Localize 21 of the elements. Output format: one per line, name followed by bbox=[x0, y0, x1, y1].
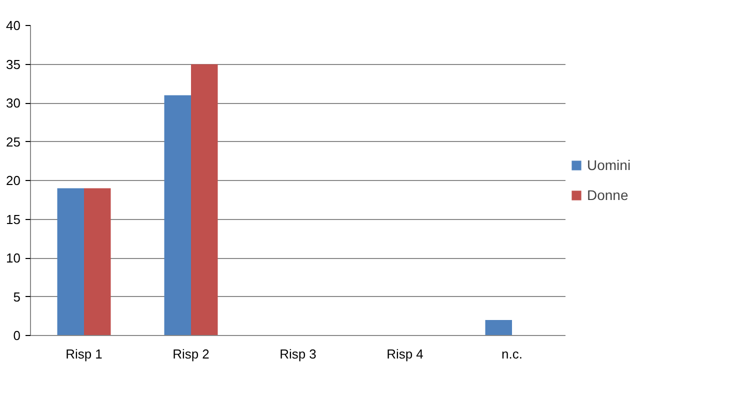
x-tick-label: n.c. bbox=[502, 346, 522, 362]
bar bbox=[57, 188, 84, 336]
y-tick-label: 15 bbox=[6, 212, 21, 227]
y-tick-label: 20 bbox=[6, 173, 21, 188]
y-tick-label: 10 bbox=[6, 250, 21, 266]
bar bbox=[84, 188, 111, 336]
bar bbox=[191, 64, 218, 336]
x-tick-label: Risp 2 bbox=[172, 346, 210, 362]
legend-label: Uomini bbox=[587, 157, 631, 173]
x-tick-label: Risp 3 bbox=[280, 346, 316, 362]
y-tick-label: 5 bbox=[13, 289, 21, 304]
x-tick-label: Risp 1 bbox=[66, 346, 102, 362]
bar bbox=[164, 95, 191, 336]
y-tick-label: 35 bbox=[6, 56, 21, 72]
y-tick-label: 25 bbox=[6, 134, 21, 150]
bar bbox=[485, 320, 512, 336]
legend-label: Donne bbox=[587, 187, 628, 203]
y-tick-label: 40 bbox=[6, 18, 21, 33]
y-tick-label: 30 bbox=[6, 96, 21, 110]
x-tick-label: Risp 4 bbox=[386, 346, 424, 362]
y-tick-label: 0 bbox=[13, 328, 21, 343]
